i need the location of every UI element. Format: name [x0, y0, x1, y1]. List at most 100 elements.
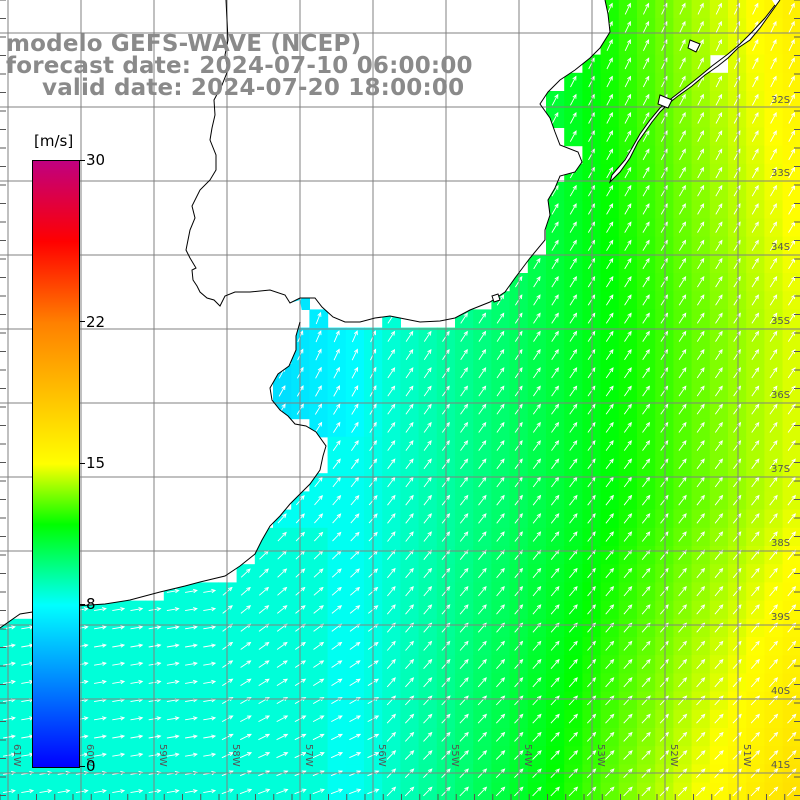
wind-cell [400, 764, 420, 784]
wind-arrow [387, 403, 396, 415]
colorbar-tick-mark [79, 462, 85, 464]
wind-cell [709, 72, 729, 92]
wind-cell [618, 54, 638, 74]
wind-cell [673, 254, 693, 274]
wind-cell [527, 473, 547, 492]
wind-arrow [750, 713, 761, 724]
wind-arrow [569, 221, 577, 233]
wind-arrow [605, 567, 615, 579]
wind-cell [254, 746, 274, 765]
wind-arrow [404, 750, 415, 760]
wind-cell [564, 691, 583, 711]
wind-cell [673, 364, 693, 383]
wind-cell [691, 382, 711, 401]
wind-arrow [606, 39, 613, 51]
wind-arrow [606, 148, 613, 161]
wind-cell [637, 491, 656, 511]
wind-cell [254, 691, 274, 711]
wind-cell [254, 728, 274, 747]
wind-cell [400, 527, 420, 547]
wind-cell [637, 509, 656, 529]
wind-arrow [715, 39, 722, 51]
wind-cell [473, 564, 492, 583]
wind-cell [564, 564, 583, 583]
wind-arrow [642, 2, 650, 15]
wind-cell [273, 655, 292, 674]
wind-cell [637, 254, 656, 274]
wind-arrow [166, 752, 180, 757]
wind-arrow [459, 513, 469, 524]
wind-cell [400, 491, 420, 511]
wind-arrow [550, 604, 560, 615]
wind-cell [400, 728, 420, 747]
wind-arrow [550, 677, 560, 688]
wind-arrow [3, 752, 16, 757]
wind-cell [637, 327, 656, 347]
wind-arrow [732, 731, 742, 742]
wind-arrow [605, 385, 614, 397]
wind-arrow [696, 312, 705, 324]
wind-arrow [642, 440, 651, 451]
wind-cell [637, 273, 656, 292]
wind-cell [345, 400, 365, 420]
wind-arrow [423, 494, 432, 506]
wind-cell [673, 546, 693, 565]
wind-arrow [660, 586, 669, 597]
wind-cell [673, 418, 693, 438]
wind-cell [600, 72, 620, 92]
wind-arrow [405, 586, 414, 597]
wind-arrow [624, 257, 632, 270]
wind-arrow [550, 494, 560, 506]
wind-arrow [478, 403, 487, 415]
wind-arrow [387, 367, 396, 379]
wind-arrow [606, 221, 614, 233]
wind-cell [564, 291, 583, 310]
wind-cell [764, 182, 784, 201]
wind-arrow [350, 531, 360, 542]
wind-cell [455, 546, 474, 565]
wind-cell [382, 345, 401, 365]
wind-arrow [678, 604, 687, 615]
wind-cell [600, 254, 620, 274]
wind-cell [455, 600, 474, 620]
colorbar-tick-label: 0 [86, 757, 96, 775]
wind-cell [673, 273, 693, 292]
model-title: modelo GEFS-WAVE (NCEP) [6, 31, 362, 57]
wind-arrow [532, 640, 542, 651]
wind-cell [382, 637, 401, 656]
wind-cell [764, 418, 784, 438]
wind-cell [291, 691, 310, 711]
wind-cell [709, 691, 729, 711]
wind-arrow [714, 604, 724, 615]
wind-cell [291, 400, 310, 420]
wind-cell [200, 673, 219, 693]
wind-cell [345, 564, 365, 583]
wind-arrow [569, 294, 577, 306]
wind-arrow [770, 93, 777, 106]
wind-arrow [331, 678, 343, 686]
wind-arrow [112, 643, 126, 648]
wind-cell [764, 491, 784, 511]
wind-cell [91, 691, 110, 711]
wind-cell [728, 400, 747, 420]
wind-cell [109, 618, 128, 638]
wind-arrow [715, 367, 723, 379]
wind-cell [728, 218, 747, 238]
wind-cell [673, 618, 693, 638]
wind-arrow [641, 494, 651, 506]
wind-cell [746, 72, 765, 92]
wind-cell [691, 218, 711, 238]
wind-arrow [314, 513, 324, 524]
wind-cell [728, 436, 747, 456]
wind-cell [327, 527, 347, 547]
wind-arrow [550, 713, 560, 724]
wind-cell [473, 509, 492, 529]
wind-arrow [715, 184, 723, 197]
wind-arrow [351, 440, 359, 451]
wind-arrow [678, 658, 688, 669]
wind-cell [600, 600, 620, 620]
wind-arrow [568, 713, 579, 724]
wind-arrow [423, 677, 433, 688]
wind-cell [637, 455, 656, 474]
wind-arrow [715, 348, 723, 361]
